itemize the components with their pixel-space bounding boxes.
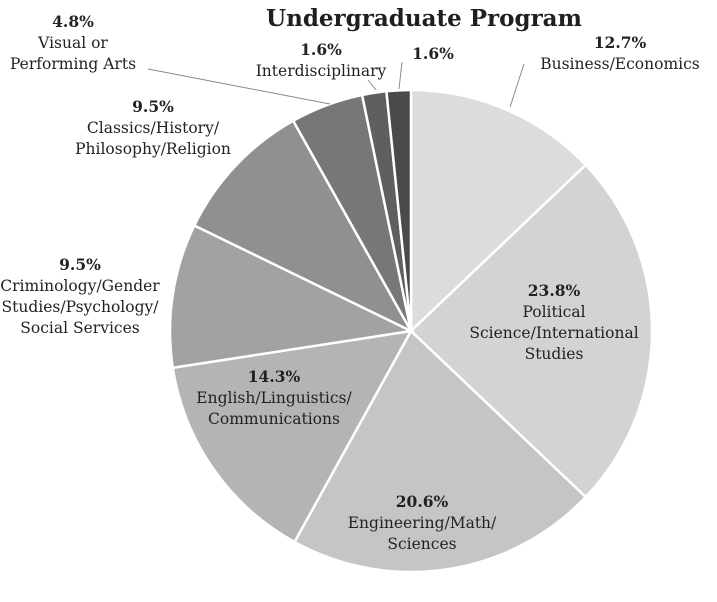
slice-percent-label: 1.6% [412,44,454,63]
leader-lines [147,61,525,108]
pie-slice [409,163,654,499]
slice-category-label: Studies [525,345,584,363]
slice-category-label: Engineering/Math/ [348,514,497,532]
slice-category-label: Criminology/Gender [0,277,160,295]
leader-line [147,68,331,105]
slice-category-label: Political [522,303,585,321]
slice-percent-label: 9.5% [132,97,174,116]
chart-title: Undergraduate Program [266,5,582,32]
slice-percent-label: 4.8% [52,12,94,31]
pie-slice [385,88,413,332]
slice-percent-label: 20.6% [396,492,449,511]
slice-category-label: Communications [208,410,340,428]
slice-category-label: Interdisciplinary [256,62,387,80]
pie-slice [409,88,588,334]
slice-category-label: Sciences [387,535,456,553]
slice-category-label: Studies/Psychology/ [2,298,160,316]
slice-category-label: Performing Arts [10,55,136,73]
slice-category-label: Science/International [469,324,638,342]
slice-percent-label: 23.8% [528,281,581,300]
pie-slice [192,119,415,334]
leader-line [509,63,525,108]
leader-line [367,79,377,91]
pie-slices [168,88,654,574]
pie-slice [168,223,416,370]
leader-line [398,61,403,90]
slice-category-label: Visual or [37,34,108,52]
slice-category-label: Social Services [20,319,139,337]
slice-category-label: English/Linguistics/ [196,389,352,407]
slice-category-label: Business/Economics [540,55,700,73]
slice-percent-label: 9.5% [59,255,101,274]
slice-labels: 12.7% Business/Economics 23.8% Political Sci… [0,12,700,553]
pie-slice [171,329,414,544]
slice-category-label: Philosophy/Religion [75,140,231,158]
slice-percent-label: 12.7% [594,33,647,52]
slice-percent-label: 1.6% [300,40,342,59]
slice-percent-label: 14.3% [248,367,301,386]
slice-category-label: Classics/History/ [87,119,220,137]
pie-slice [292,328,588,574]
